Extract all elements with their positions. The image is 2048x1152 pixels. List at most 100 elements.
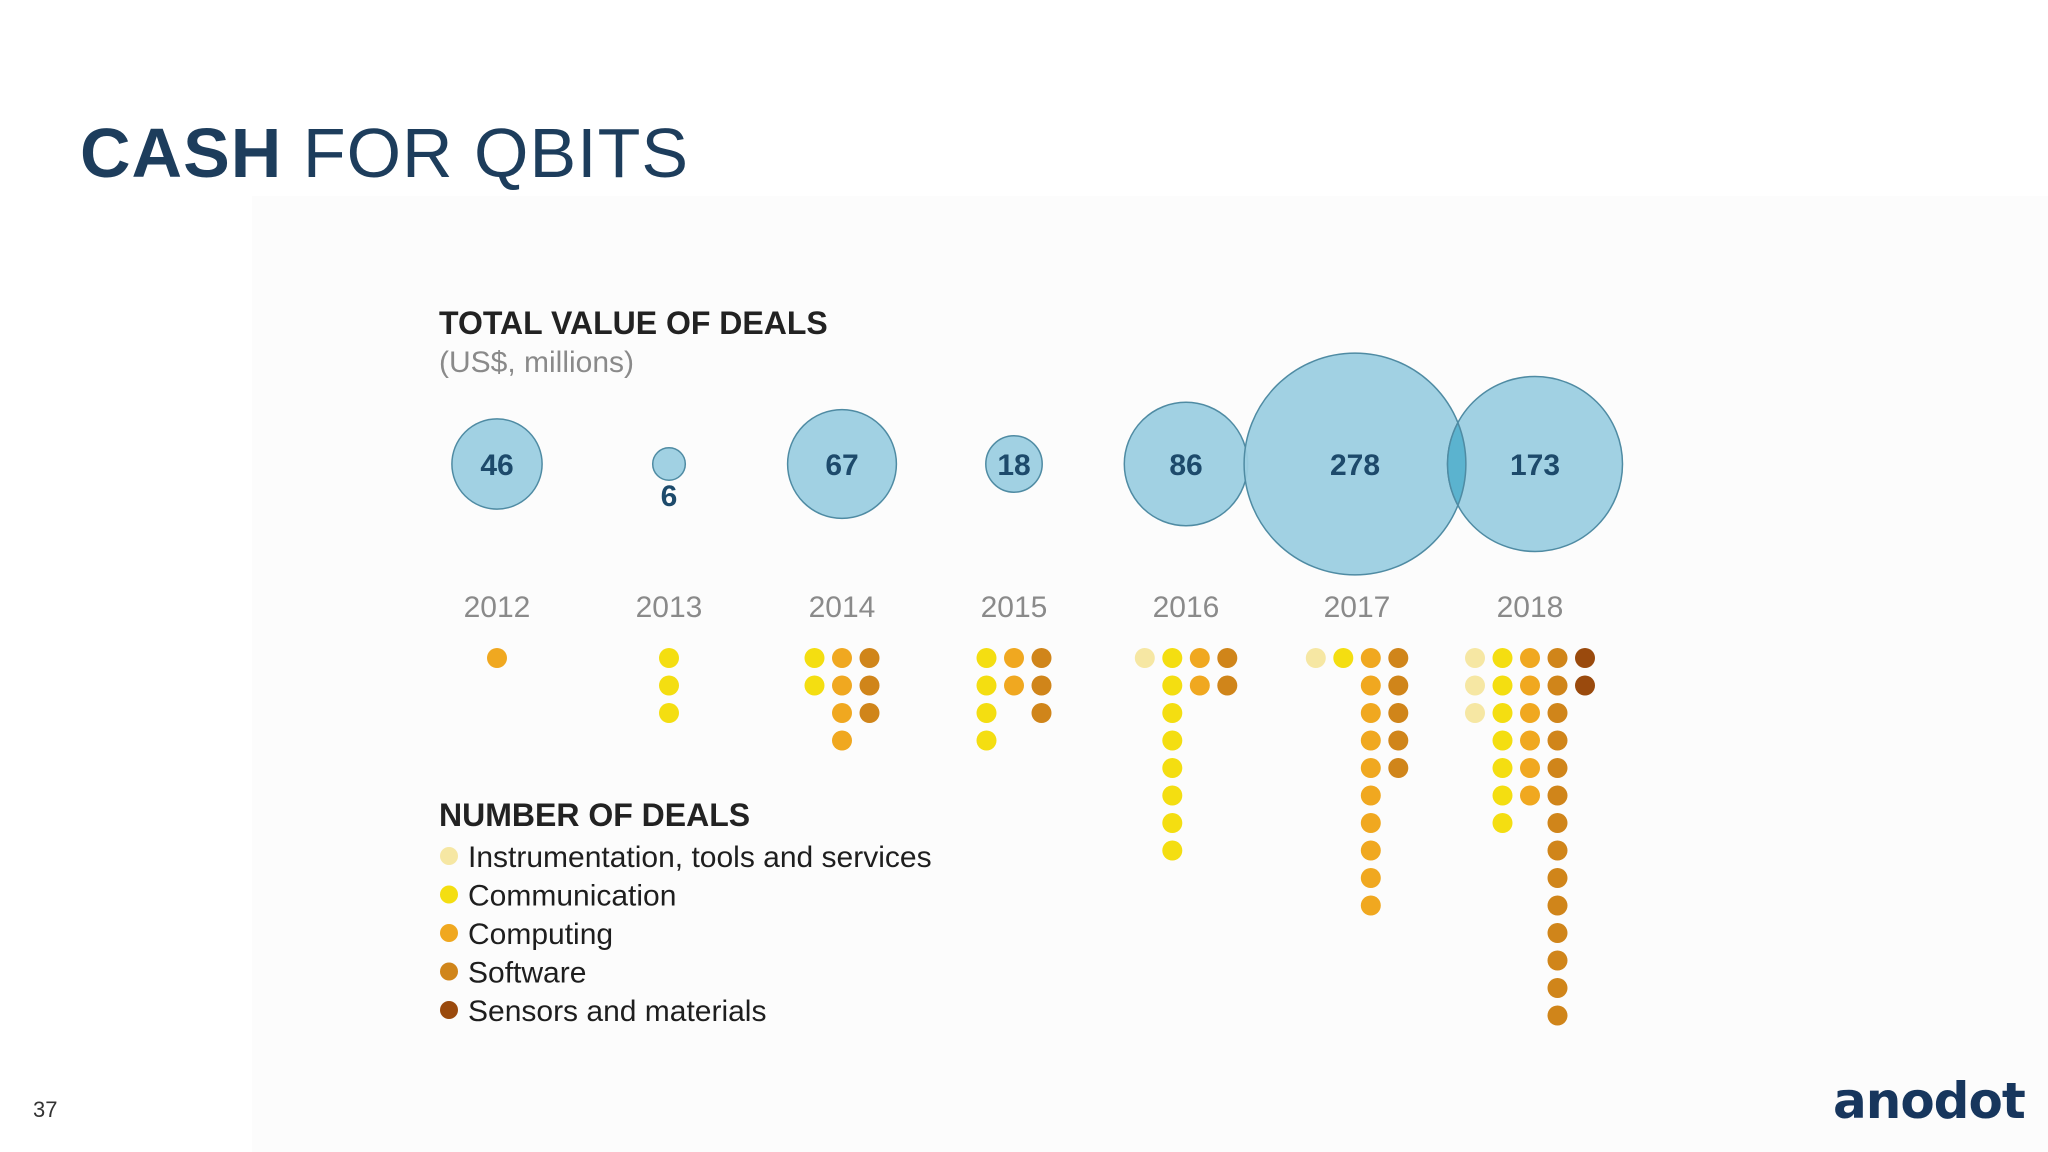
legend-swatch-2 [440,924,458,942]
bubble-value-label-2013: 6 [661,480,678,513]
bubble-2013 [651,446,687,482]
deal-dot-2014-cat2 [832,675,852,696]
bubble-value-label-2017: 278 [1330,449,1380,482]
deal-dot-2016-cat3 [1217,675,1238,696]
legend-label-1: Communication [468,880,676,913]
deal-dot-2016-cat1 [1162,785,1183,806]
deal-dot-2018-cat1 [1492,648,1513,668]
deal-dot-2018-cat3 [1547,675,1568,696]
year-label-2017: 2017 [1324,591,1391,624]
deal-dot-2017-cat2 [1360,840,1381,861]
deal-dot-2018-cat3 [1547,895,1568,916]
deal-dot-2015-cat2 [1004,675,1024,696]
year-label-2018: 2018 [1497,591,1564,624]
year-label-2013: 2013 [636,591,703,624]
deal-dot-2018-cat3 [1547,703,1568,723]
deal-dot-2013-cat1 [659,675,679,696]
bubble-2014 [786,408,898,520]
deal-dot-2013-cat1 [659,648,679,668]
deal-dot-2017-cat3 [1388,758,1409,778]
year-label-2014: 2014 [809,591,876,624]
deal-dot-2017-cat3 [1388,648,1409,668]
slide-title-light: FOR QBITS [302,114,690,192]
deal-dot-2018-cat1 [1492,758,1513,778]
deal-dot-2014-cat3 [859,648,880,668]
year-label-2015: 2015 [981,591,1048,624]
deal-dot-2012-cat2 [487,648,507,668]
deal-dot-2018-cat3 [1547,978,1568,998]
deal-dot-2017-cat2 [1360,868,1381,888]
bubble-2015 [985,435,1043,493]
deal-dot-2018-cat1 [1492,785,1513,806]
deal-dot-2017-cat2 [1360,730,1381,751]
deal-dot-2015-cat1 [976,703,997,723]
deal-dot-2014-cat1 [804,648,825,668]
deal-dot-2018-cat0 [1465,648,1485,668]
deal-dot-2017-cat3 [1388,703,1409,723]
bubble-value-label-2016: 86 [1169,449,1202,482]
deal-dot-2018-cat4 [1575,648,1595,668]
legend-label-2: Computing [468,918,613,951]
bubble-value-label-2018: 173 [1510,449,1560,482]
deal-dot-2018-cat3 [1547,840,1568,861]
deal-dot-2014-cat2 [832,703,852,723]
deal-dot-2017-cat2 [1360,703,1381,723]
deal-dot-2015-cat1 [976,675,997,696]
legend-swatch-4 [440,1001,458,1019]
deals-heading: NUMBER OF DEALS [439,797,750,833]
deal-dot-2017-cat2 [1360,648,1381,668]
deals-chart: TOTAL VALUE OF DEALS (US$, millions) 46 6 67… [439,305,1624,1028]
deal-dot-2017-cat0 [1305,648,1326,668]
deal-dot-2018-cat1 [1492,730,1513,751]
deal-dot-2015-cat1 [976,730,997,751]
deal-dot-2018-cat2 [1520,648,1540,668]
deal-dot-2017-cat2 [1360,675,1381,696]
deal-dot-2014-cat3 [859,675,880,696]
bubble-value-label-2015: 18 [997,449,1030,482]
deal-dot-2016-cat2 [1189,675,1210,696]
deal-dot-2015-cat3 [1031,675,1052,696]
deal-dot-2018-cat3 [1547,813,1568,833]
deal-dot-2018-cat0 [1465,675,1485,696]
deal-dot-2016-cat0 [1134,648,1155,668]
deal-dot-2018-cat1 [1492,813,1513,833]
chart-panel: TOTAL VALUE OF DEALS (US$, millions) 46 6 67… [252,196,2048,1152]
deal-dot-2018-cat3 [1547,730,1568,751]
deal-dot-2018-cat2 [1520,785,1540,806]
deal-dot-2014-cat1 [804,675,825,696]
deal-dot-2018-cat2 [1520,703,1540,723]
legend-swatch-1 [440,885,458,904]
legend-label-4: Sensors and materials [468,995,766,1028]
anodot-logo: anodot [1833,1072,2026,1130]
deal-dot-2013-cat1 [659,703,679,723]
deal-dot-2018-cat3 [1547,868,1568,888]
deal-dot-2018-cat3 [1547,785,1568,806]
deal-dot-2017-cat3 [1388,675,1409,696]
deal-dot-2016-cat1 [1162,813,1183,833]
legend-label-0: Instrumentation, tools and services [468,841,932,874]
deal-dot-2015-cat3 [1031,703,1052,723]
deal-dot-2016-cat1 [1162,758,1183,778]
deal-dot-2017-cat2 [1360,813,1381,833]
deal-dot-2018-cat4 [1575,675,1595,696]
page-number: 37 [33,1097,58,1122]
deal-dot-2018-cat0 [1465,703,1485,723]
deal-dot-2017-cat2 [1360,758,1381,778]
deal-dot-2018-cat3 [1547,648,1568,668]
legend-swatch-3 [440,962,458,981]
deal-dot-2018-cat1 [1492,675,1513,696]
deal-dot-2018-cat3 [1547,950,1568,971]
deal-dot-2018-cat3 [1547,923,1568,943]
deal-dot-2016-cat1 [1162,648,1183,668]
bubble-value-label-2012: 46 [480,449,513,482]
deal-dot-2017-cat1 [1333,648,1354,668]
deal-dot-2014-cat2 [832,730,852,751]
chart-title: TOTAL VALUE OF DEALS [439,305,828,341]
chart-subtitle: (US$, millions) [439,346,634,379]
deal-dot-2015-cat1 [976,648,997,668]
deal-dot-2014-cat3 [859,703,880,723]
legend-label-3: Software [468,957,586,990]
deal-dot-2018-cat1 [1492,703,1513,723]
deal-dot-2018-cat3 [1547,758,1568,778]
slide-title-bold: CASH [80,114,283,192]
